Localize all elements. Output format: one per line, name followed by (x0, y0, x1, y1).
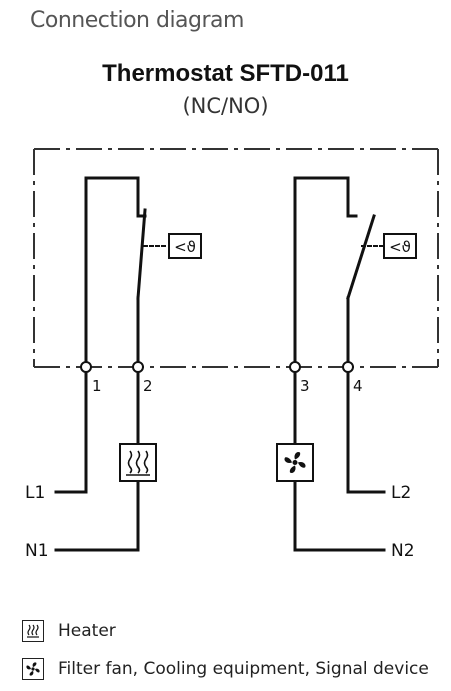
terminal-1 (80, 361, 92, 373)
terminals (80, 361, 354, 373)
legend-fan-row: Filter fan, Cooling equipment, Signal de… (22, 656, 429, 682)
line-l2-label: L2 (391, 483, 411, 503)
terminal-3-label: 3 (300, 377, 310, 395)
heater-legend-icon (22, 620, 44, 642)
fan-icon (276, 443, 314, 482)
thermostat-symbol-1-label: <ϑ (174, 238, 196, 256)
legend-heater-label: Heater (58, 621, 116, 641)
diagram-title: Thermostat SFTD-011 (102, 60, 349, 87)
terminal-4 (342, 361, 354, 373)
thermostat-symbol-1: <ϑ (168, 233, 202, 259)
switch-contact-2 (293, 176, 384, 369)
fan-legend-icon (22, 658, 44, 680)
diagram-subtitle: (NC/NO) (182, 94, 269, 118)
terminal-1-label: 1 (92, 377, 102, 395)
line-l1-label: L1 (25, 483, 45, 503)
legend-heater-row: Heater (22, 618, 116, 644)
terminal-4-label: 4 (353, 377, 363, 395)
thermostat-symbol-2-label: <ϑ (389, 238, 411, 256)
terminal-2 (132, 361, 144, 373)
line-n2-label: N2 (391, 541, 415, 561)
thermostat-symbol-2: <ϑ (383, 233, 417, 259)
thermostat-enclosure (33, 148, 439, 368)
page-heading: Connection diagram (30, 8, 244, 33)
switch-contact-1 (84, 176, 169, 369)
line-n1-label: N1 (25, 541, 49, 561)
heater-icon (119, 443, 157, 482)
legend-fan-label: Filter fan, Cooling equipment, Signal de… (58, 659, 429, 679)
terminal-2-label: 2 (143, 377, 153, 395)
external-wiring (54, 365, 386, 552)
terminal-3 (289, 361, 301, 373)
